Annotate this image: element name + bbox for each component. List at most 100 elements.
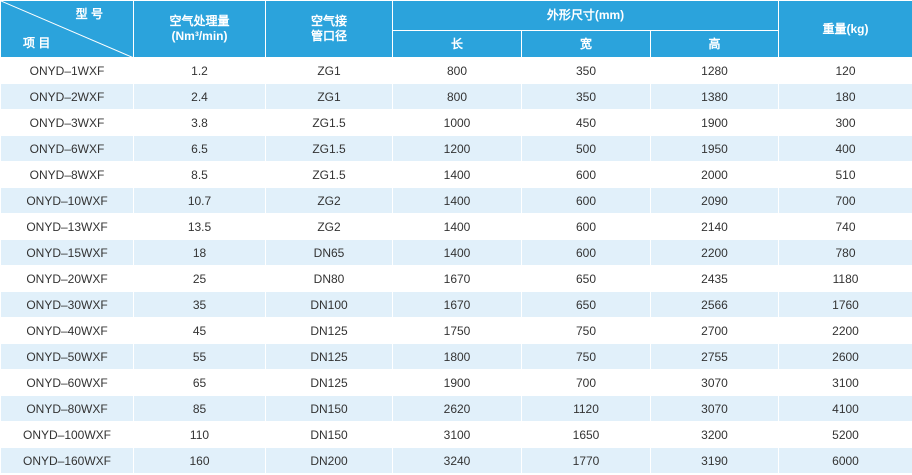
table-cell: DN150 <box>265 421 393 448</box>
table-cell: 85 <box>133 395 266 422</box>
table-row: ONYD–1WXF 1.2 ZG1 800 350 1280 120 <box>0 57 912 84</box>
corner-cell: 型 号 项 目 <box>0 0 134 58</box>
table-cell: 1280 <box>649 57 780 84</box>
table-cell: 1670 <box>392 291 522 318</box>
table-cell: 1000 <box>392 109 522 136</box>
table-cell: 1650 <box>521 421 651 448</box>
table-cell: 5200 <box>778 421 912 448</box>
table-cell: 2600 <box>778 343 912 370</box>
air-flow-header: 空气处理量 (Nm³/min) <box>133 0 266 58</box>
table-row: ONYD–10WXF 10.7 ZG2 1400 600 2090 700 <box>0 187 912 214</box>
table-cell: ZG1.5 <box>265 109 393 136</box>
table-cell: 6.5 <box>133 135 266 162</box>
table-cell: 6000 <box>778 447 912 474</box>
table-cell: ONYD–15WXF <box>0 239 134 266</box>
table-cell: 1380 <box>649 83 780 110</box>
height-header: 高 <box>649 30 780 58</box>
table-row: ONYD–80WXF 85 DN150 2620 1120 3070 4100 <box>0 395 912 422</box>
dimensions-header: 外形尺寸(mm) <box>391 0 780 31</box>
table-cell: 1400 <box>392 213 522 240</box>
table-cell: 2700 <box>649 317 780 344</box>
table-cell: 350 <box>521 83 651 110</box>
table-cell: 800 <box>392 83 522 110</box>
table-cell: 3240 <box>392 447 522 474</box>
table-cell: 160 <box>133 447 266 474</box>
table-cell: 750 <box>521 317 651 344</box>
table-cell: 4100 <box>778 395 912 422</box>
table-row: ONYD–60WXF 65 DN125 1900 700 3070 3100 <box>0 369 912 396</box>
width-header: 宽 <box>521 30 651 58</box>
table-cell: 65 <box>133 369 266 396</box>
table-cell: 3100 <box>778 369 912 396</box>
table-cell: 1200 <box>392 135 522 162</box>
table-cell: 180 <box>778 83 912 110</box>
table-cell: 1900 <box>392 369 522 396</box>
weight-header: 重量(kg) <box>778 0 912 58</box>
table-cell: ONYD–60WXF <box>0 369 134 396</box>
table-row: ONYD–50WXF 55 DN125 1800 750 2755 2600 <box>0 343 912 370</box>
model-label: 型 号 <box>75 7 103 21</box>
table-cell: ONYD–2WXF <box>0 83 134 110</box>
table-cell: 350 <box>521 57 651 84</box>
table-cell: 750 <box>521 343 651 370</box>
header-text: 空气接 <box>310 14 347 28</box>
table-row: ONYD–8WXF 8.5 ZG1.5 1400 600 2000 510 <box>0 161 912 188</box>
table-cell: 780 <box>778 239 912 266</box>
table-cell: ZG1 <box>265 57 393 84</box>
table-cell: 110 <box>133 421 266 448</box>
table-header: 型 号 项 目 空气处理量 (Nm³/min) 空气接 管口径 外形尺寸(mm) 重… <box>0 0 912 58</box>
table-cell: ONYD–40WXF <box>0 317 134 344</box>
table-cell: ZG2 <box>265 187 393 214</box>
table-cell: 2.4 <box>133 83 266 110</box>
table-cell: 300 <box>778 109 912 136</box>
table-body: ONYD–1WXF 1.2 ZG1 800 350 1280 120 ONYD–2WXF 2.4… <box>0 57 912 474</box>
table-cell: 1120 <box>521 395 651 422</box>
table-cell: 700 <box>778 187 912 214</box>
table-cell: 600 <box>521 161 651 188</box>
table-cell: 3070 <box>649 369 780 396</box>
table-cell: 2620 <box>392 395 522 422</box>
table-row: ONYD–13WXF 13.5 ZG2 1400 600 2140 740 <box>0 213 912 240</box>
table-cell: ONYD–8WXF <box>0 161 134 188</box>
table-cell: DN100 <box>265 291 393 318</box>
table-cell: ONYD–50WXF <box>0 343 134 370</box>
table-cell: ONYD–6WXF <box>0 135 134 162</box>
table-cell: 1400 <box>392 187 522 214</box>
pipe-header: 空气接 管口径 <box>265 0 393 58</box>
table-row: ONYD–20WXF 25 DN80 1670 650 2435 1180 <box>0 265 912 292</box>
table-cell: 400 <box>778 135 912 162</box>
table-cell: ZG1 <box>265 83 393 110</box>
table-row: ONYD–160WXF 160 DN200 3240 1770 3190 6000 <box>0 447 912 474</box>
table-cell: ZG2 <box>265 213 393 240</box>
table-cell: ZG1.5 <box>265 161 393 188</box>
table-cell: 650 <box>521 265 651 292</box>
table-cell: 18 <box>133 239 266 266</box>
table-row: ONYD–100WXF 110 DN150 3100 1650 3200 5200 <box>0 421 912 448</box>
table-cell: 1900 <box>649 109 780 136</box>
table-cell: DN65 <box>265 239 393 266</box>
table-cell: ONYD–1WXF <box>0 57 134 84</box>
table-cell: 2200 <box>649 239 780 266</box>
table-cell: 8.5 <box>133 161 266 188</box>
table-cell: ONYD–160WXF <box>0 447 134 474</box>
table-cell: 3.8 <box>133 109 266 136</box>
table-cell: 800 <box>392 57 522 84</box>
table-cell: 450 <box>521 109 651 136</box>
table-cell: 740 <box>778 213 912 240</box>
table-cell: ZG1.5 <box>265 135 393 162</box>
table-cell: 3100 <box>392 421 522 448</box>
table-cell: 600 <box>521 187 651 214</box>
header-text: 管口径 <box>310 29 347 43</box>
table-cell: 45 <box>133 317 266 344</box>
table-cell: 600 <box>521 239 651 266</box>
table-cell: ONYD–80WXF <box>0 395 134 422</box>
table-cell: 2200 <box>778 317 912 344</box>
table-row: ONYD–30WXF 35 DN100 1670 650 2566 1760 <box>0 291 912 318</box>
table-row: ONYD–40WXF 45 DN125 1750 750 2700 2200 <box>0 317 912 344</box>
table-row: ONYD–6WXF 6.5 ZG1.5 1200 500 1950 400 <box>0 135 912 162</box>
header-text: (Nm³/min) <box>171 29 228 43</box>
table-cell: 1400 <box>392 161 522 188</box>
diagonal <box>1 1 132 57</box>
table-cell: 1760 <box>778 291 912 318</box>
table-cell: 2435 <box>649 265 780 292</box>
